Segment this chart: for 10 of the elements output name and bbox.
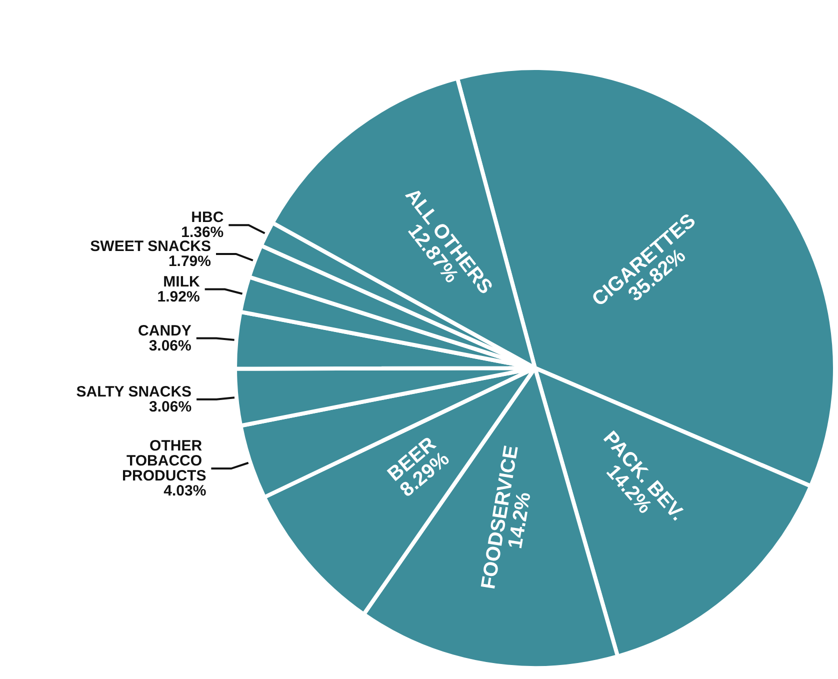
slice-label: MILK	[163, 273, 200, 290]
slice-label: OTHER TOBACCO PRODUCTS	[122, 438, 206, 485]
data-label: 4.03%	[164, 482, 206, 500]
slice-label: CANDY	[138, 322, 192, 340]
data-label: 3.06%	[148, 337, 192, 354]
data-label: 1.92%	[157, 288, 200, 306]
slice-label: HBC	[191, 209, 224, 226]
slice-label: SALTY SNACKS	[76, 383, 192, 400]
data-label: 3.06%	[148, 398, 192, 416]
data-label: 1.79%	[168, 252, 212, 270]
